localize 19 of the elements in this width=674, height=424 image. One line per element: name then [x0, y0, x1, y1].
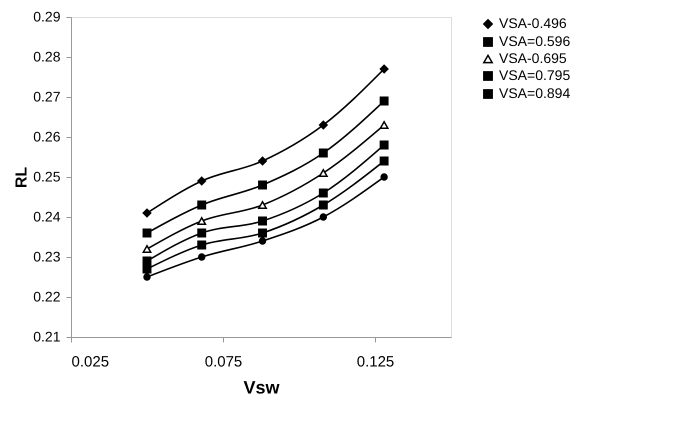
y-tick-label: 0.22 [33, 288, 61, 304]
legend-label: VSA=0.894 [499, 85, 570, 101]
x-tick-label: 0.075 [204, 354, 242, 370]
legend-label: VSA-0.496 [499, 15, 567, 31]
y-tick-label: 0.27 [33, 88, 61, 104]
y-tick-label: 0.29 [33, 8, 61, 24]
legend-label: VSA-0.695 [499, 50, 567, 66]
y-axis-title: RL [13, 166, 30, 188]
y-tick-label: 0.23 [33, 248, 61, 264]
x-tick-label: 0.125 [356, 354, 394, 370]
y-tick-label: 0.21 [33, 328, 61, 344]
y-tick-label: 0.24 [33, 208, 61, 224]
x-tick-label: 0.025 [72, 354, 110, 370]
y-tick-label: 0.26 [33, 128, 61, 144]
legend-label: VSA=0.596 [499, 33, 570, 49]
y-tick-label: 0.25 [33, 168, 61, 184]
x-axis-title: Vsw [243, 378, 280, 398]
legend-label: VSA=0.795 [499, 67, 570, 83]
y-tick-label: 0.28 [33, 48, 61, 64]
